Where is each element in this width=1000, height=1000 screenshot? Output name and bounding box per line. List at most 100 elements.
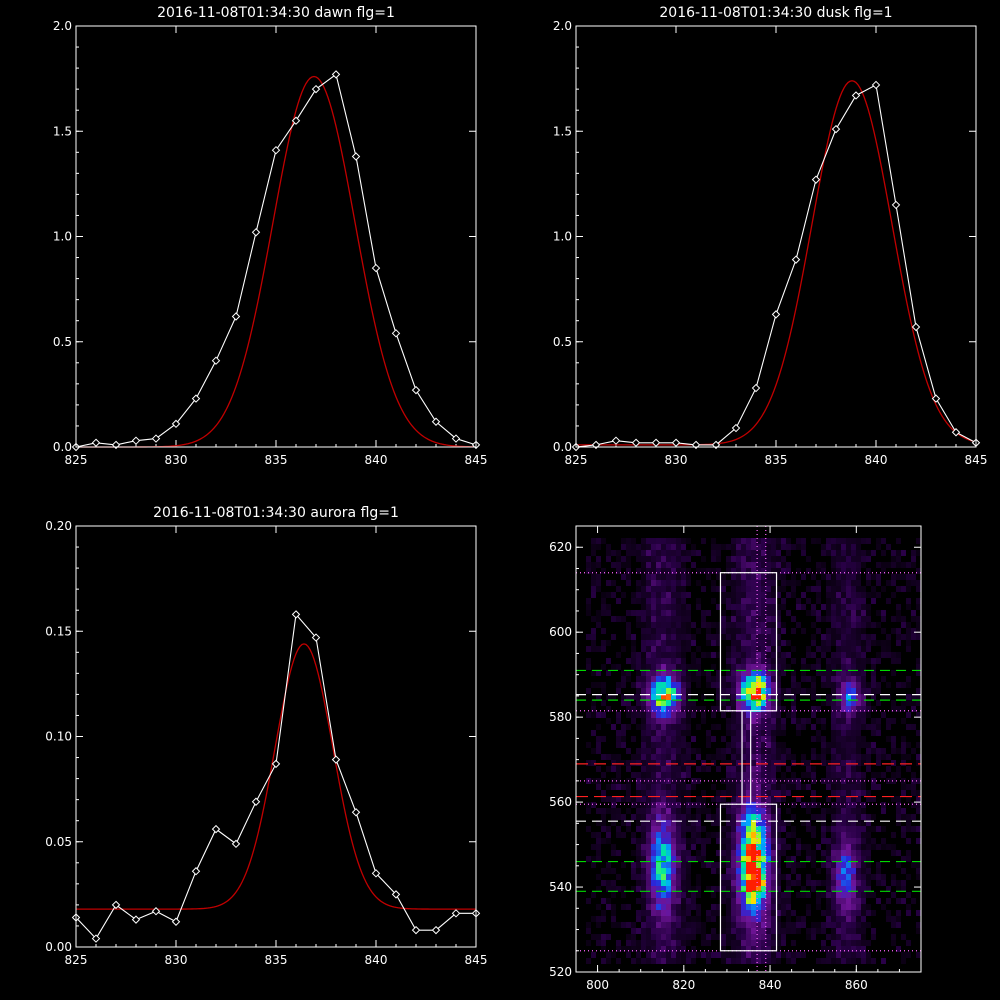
- heatmap-cell: [716, 544, 721, 550]
- heatmap-cell: [686, 688, 691, 694]
- heatmap-cell: [841, 658, 846, 664]
- heatmap-cell: [701, 940, 706, 946]
- heatmap-cell: [666, 826, 671, 832]
- heatmap-cell: [651, 604, 656, 610]
- heatmap-cell: [626, 904, 631, 910]
- heatmap-cell: [721, 922, 726, 928]
- heatmap-cell: [776, 646, 781, 652]
- heatmap-cell: [816, 538, 821, 544]
- heatmap-cell: [906, 910, 911, 916]
- heatmap-cell: [856, 556, 861, 562]
- heatmap-cell: [681, 640, 686, 646]
- heatmap-cell: [776, 742, 781, 748]
- heatmap-cell: [636, 838, 641, 844]
- heatmap-cell: [811, 748, 816, 754]
- heatmap-cell: [591, 634, 596, 640]
- heatmap-cell: [686, 646, 691, 652]
- heatmap-cell: [631, 940, 636, 946]
- heatmap-cell: [756, 922, 761, 928]
- heatmap-cell: [791, 958, 796, 964]
- heatmap-cell: [596, 934, 601, 940]
- heatmap-cell: [826, 856, 831, 862]
- panel-1-ytick-label: 1.0: [553, 230, 572, 244]
- heatmap-cell: [676, 634, 681, 640]
- heatmap-cell: [656, 562, 661, 568]
- heatmap-cell: [916, 928, 921, 934]
- heatmap-cell: [836, 916, 841, 922]
- heatmap-cell: [701, 934, 706, 940]
- heatmap-cell: [766, 646, 771, 652]
- heatmap-cell: [841, 910, 846, 916]
- heatmap-cell: [716, 832, 721, 838]
- heatmap-cell: [906, 586, 911, 592]
- heatmap-cell: [846, 958, 851, 964]
- heatmap-cell: [856, 862, 861, 868]
- heatmap-cell: [766, 556, 771, 562]
- heatmap-cell: [686, 844, 691, 850]
- heatmap-cell: [736, 898, 741, 904]
- heatmap-cell: [856, 904, 861, 910]
- heatmap-cell: [711, 952, 716, 958]
- heatmap-cell: [661, 730, 666, 736]
- heatmap-cell: [806, 826, 811, 832]
- heatmap-cell: [766, 652, 771, 658]
- heatmap-cell: [816, 898, 821, 904]
- heatmap-cell: [721, 916, 726, 922]
- heatmap-cell: [811, 934, 816, 940]
- panel-1-ytick-label: 0.5: [553, 335, 572, 349]
- heatmap-cell: [706, 676, 711, 682]
- heatmap-cell: [606, 934, 611, 940]
- heatmap-cell: [651, 658, 656, 664]
- heatmap-cell: [666, 610, 671, 616]
- heatmap-cell: [821, 760, 826, 766]
- heatmap-cell: [861, 814, 866, 820]
- heatmap-cell: [781, 694, 786, 700]
- heatmap-cell: [676, 556, 681, 562]
- heatmap-cell: [611, 664, 616, 670]
- heatmap-cell: [641, 760, 646, 766]
- heatmap-cell: [916, 580, 921, 586]
- heatmap-cell: [736, 910, 741, 916]
- data-point: [671, 438, 681, 447]
- heatmap-cell: [871, 838, 876, 844]
- heatmap-cell: [776, 586, 781, 592]
- heatmap-cell: [776, 538, 781, 544]
- heatmap-cell: [696, 580, 701, 586]
- heatmap-cell: [751, 628, 756, 634]
- heatmap-cell: [811, 676, 816, 682]
- heatmap-cell: [586, 802, 591, 808]
- heatmap-cell: [856, 574, 861, 580]
- heatmap-cell: [761, 544, 766, 550]
- heatmap-cell: [851, 712, 856, 718]
- heatmap-cell: [666, 640, 671, 646]
- heatmap-cell: [786, 898, 791, 904]
- heatmap-cell: [761, 784, 766, 790]
- heatmap-cell: [916, 742, 921, 748]
- heatmap-cell: [751, 772, 756, 778]
- heatmap-cell: [821, 700, 826, 706]
- heatmap-cell: [646, 766, 651, 772]
- heatmap-cell: [756, 952, 761, 958]
- heatmap-cell: [901, 682, 906, 688]
- heatmap-cell: [671, 826, 676, 832]
- heatmap-cell: [656, 580, 661, 586]
- heatmap-cell: [821, 724, 826, 730]
- heatmap-cell: [806, 772, 811, 778]
- heatmap-cell: [726, 652, 731, 658]
- heatmap-cell: [761, 838, 766, 844]
- heatmap-cell: [771, 934, 776, 940]
- heatmap-cell: [796, 544, 801, 550]
- heatmap-cell: [851, 910, 856, 916]
- heatmap-cell: [756, 856, 761, 862]
- heatmap-cell: [696, 682, 701, 688]
- heatmap-cell: [631, 838, 636, 844]
- heatmap-cell: [676, 814, 681, 820]
- heatmap-cell: [791, 832, 796, 838]
- heatmap-cell: [646, 562, 651, 568]
- heatmap-cell: [646, 586, 651, 592]
- heatmap-cell: [771, 910, 776, 916]
- data-point: [231, 839, 241, 849]
- heatmap-cell: [771, 628, 776, 634]
- heatmap-cell: [901, 700, 906, 706]
- heatmap-cell: [766, 718, 771, 724]
